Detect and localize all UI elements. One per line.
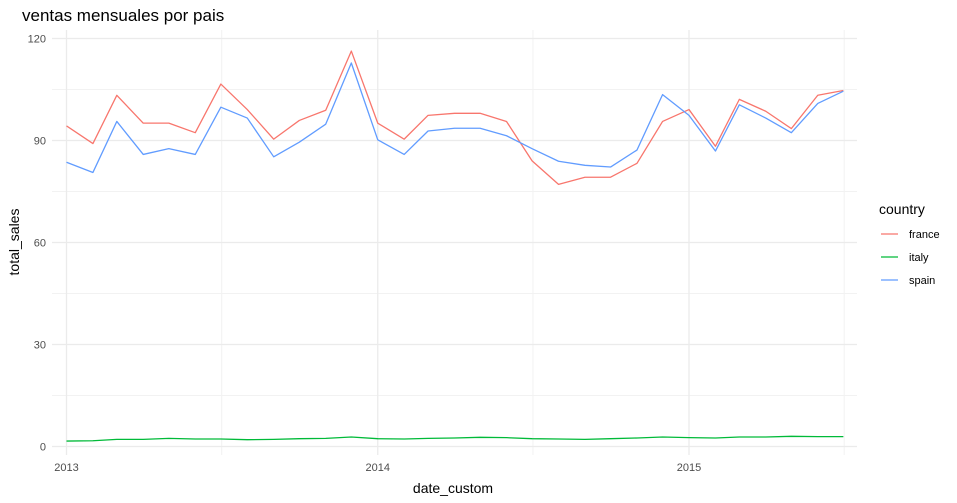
series-line-france: [66, 50, 844, 186]
y-tick-label: 60: [34, 238, 46, 250]
y-tick-label: 0: [40, 442, 46, 454]
x-axis-label: date_custom: [413, 480, 493, 496]
x-axis-ticks: 2013 2014 2015: [54, 462, 701, 474]
y-tick-label: 120: [28, 34, 46, 46]
x-tick-label: 2013: [54, 462, 78, 474]
series-line-spain: [66, 62, 844, 174]
legend-title: country: [879, 201, 925, 217]
series-line-italy: [66, 435, 844, 442]
grid-lines: [52, 30, 857, 455]
legend: country france italy spain: [879, 201, 940, 287]
legend-label-italy: italy: [909, 252, 929, 264]
legend-label-france: france: [909, 229, 940, 241]
x-tick-label: 2015: [677, 462, 701, 474]
y-axis-label: total_sales: [6, 209, 22, 276]
y-axis-ticks: 0 30 60 90 120: [28, 34, 46, 454]
y-tick-label: 30: [34, 340, 46, 352]
y-tick-label: 90: [34, 136, 46, 148]
x-tick-label: 2014: [366, 462, 390, 474]
legend-label-spain: spain: [909, 275, 935, 287]
chart-title: ventas mensuales por pais: [22, 6, 224, 25]
series-lines: [66, 50, 844, 442]
